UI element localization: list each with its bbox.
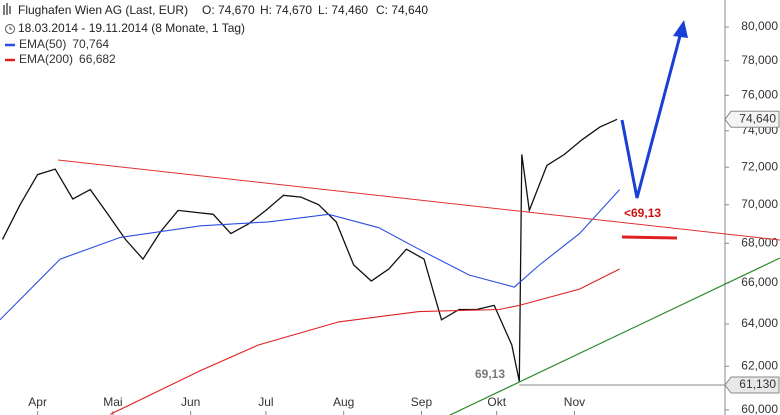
annotation: <69,13 xyxy=(624,206,661,220)
y-tick-label: 70,000 xyxy=(741,197,778,211)
y-tick-label: 66,000 xyxy=(741,275,778,289)
icon xyxy=(5,24,15,34)
target-mark xyxy=(621,235,678,240)
legend-label: EMA(200) xyxy=(19,52,73,66)
series-line xyxy=(1,118,618,382)
y-tick-label: 76,000 xyxy=(741,87,778,101)
header: Flughafen Wien AG (Last, EUR) O: 74,670 … xyxy=(3,3,428,35)
quote: L: 74,460 xyxy=(318,3,368,17)
forecast-arrow-head xyxy=(673,20,688,38)
forecast-arrow xyxy=(620,31,683,199)
x-tick-label: Apr xyxy=(28,395,47,409)
y-tick-label: 78,000 xyxy=(741,53,778,67)
price-label: 61,130 xyxy=(739,377,776,391)
subtitle: 18.03.2014 - 19.11.2014 (8 Monate, 1 Tag… xyxy=(18,21,245,35)
y-tick-label: 60,000 xyxy=(741,402,778,415)
x-tick-label: Nov xyxy=(564,395,585,409)
icon xyxy=(3,3,11,15)
trend-line-support xyxy=(449,257,780,415)
annotation: 69,13 xyxy=(475,367,505,381)
price-label: 74,640 xyxy=(739,111,776,125)
y-tick-label: 80,000 xyxy=(741,19,778,33)
x-tick-label: Aug xyxy=(333,395,354,409)
legend-value: 66,682 xyxy=(79,52,116,66)
x-tick-label: Jul xyxy=(258,395,273,409)
y-tick-label: 72,000 xyxy=(741,159,778,173)
price-label-box xyxy=(724,110,780,128)
x-tick-label: Mai xyxy=(103,395,122,409)
x-tick-label: Jun xyxy=(181,395,200,409)
quote: C: 74,640 xyxy=(376,3,428,17)
legend-label: EMA(50) xyxy=(19,37,66,51)
quote: O: 74,670 xyxy=(202,3,255,17)
y-tick-label: 62,000 xyxy=(741,358,778,372)
icon xyxy=(9,26,12,30)
quote: H: 74,670 xyxy=(260,3,312,17)
series-line xyxy=(0,189,621,321)
title: Flughafen Wien AG (Last, EUR) xyxy=(18,3,188,17)
y-tick-label: 64,000 xyxy=(741,316,778,330)
price-label-box xyxy=(724,376,780,394)
x-tick-label: Sep xyxy=(411,395,433,409)
x-tick-label: Okt xyxy=(487,395,506,409)
series-line xyxy=(110,268,620,415)
legend-value: 70,764 xyxy=(72,37,109,51)
trend-line-resistance xyxy=(57,159,780,241)
